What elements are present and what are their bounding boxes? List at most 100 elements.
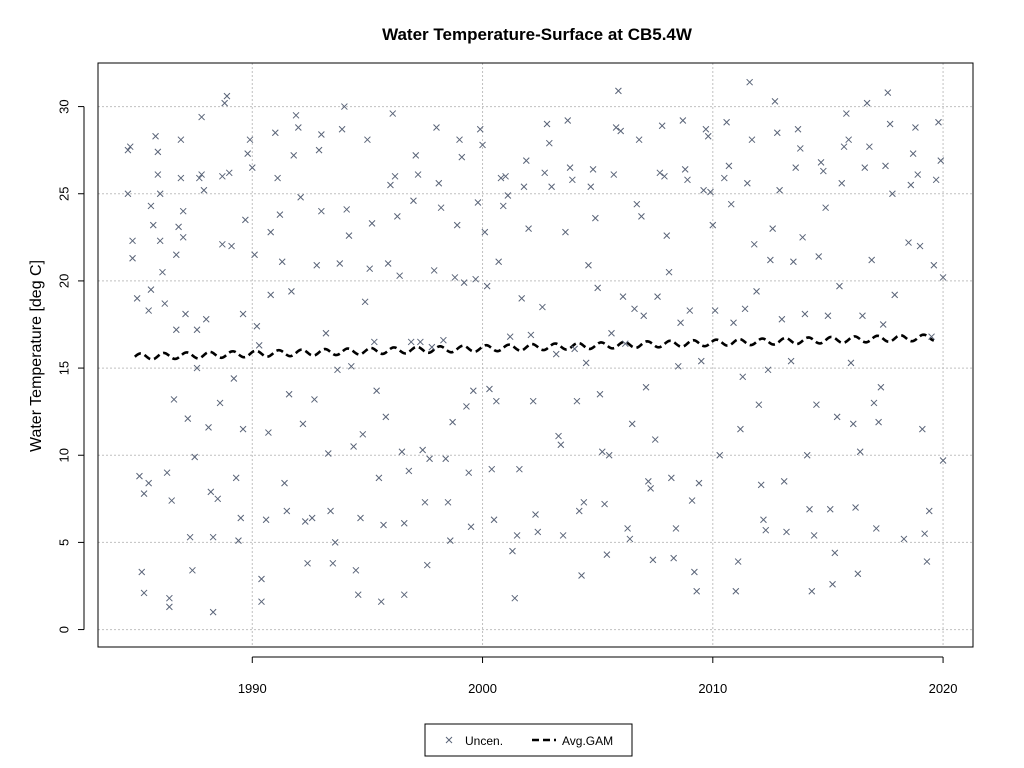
data-point <box>548 183 555 191</box>
data-point <box>407 338 415 346</box>
data-point <box>707 188 714 196</box>
x-tick-label: 2000 <box>468 681 497 696</box>
data-point <box>539 303 546 311</box>
data-point <box>159 268 166 276</box>
data-point <box>412 152 420 159</box>
data-point <box>868 256 876 264</box>
data-point <box>882 162 889 170</box>
data-point <box>557 441 565 449</box>
data-point <box>923 558 931 565</box>
data-point <box>267 228 275 236</box>
data-point <box>822 204 829 212</box>
data-point <box>375 474 383 482</box>
data-point <box>318 207 325 215</box>
data-point <box>361 298 369 306</box>
data-point <box>398 448 406 456</box>
data-point <box>161 300 169 307</box>
data-point <box>331 539 339 546</box>
data-point <box>225 169 233 177</box>
data-point <box>792 164 800 171</box>
data-point <box>315 146 323 154</box>
data-point <box>393 213 401 220</box>
data-point <box>189 566 196 574</box>
data-point <box>177 136 185 144</box>
data-point <box>621 340 629 348</box>
data-point <box>608 329 615 337</box>
data-point <box>815 253 823 260</box>
data-point <box>854 570 862 578</box>
data-point <box>472 275 479 283</box>
data-point <box>737 425 744 433</box>
data-point <box>502 172 509 180</box>
data-point <box>760 516 767 524</box>
data-point <box>136 472 143 480</box>
data-point <box>479 141 486 149</box>
data-point <box>504 192 512 199</box>
data-point <box>513 532 521 539</box>
data-point <box>154 171 162 178</box>
data-point <box>368 220 376 227</box>
data-point <box>391 172 399 180</box>
data-point <box>290 152 298 159</box>
data-point <box>829 580 836 588</box>
data-point <box>292 111 300 119</box>
data-point <box>693 587 701 595</box>
data-point <box>670 554 678 562</box>
data-point <box>124 146 132 154</box>
data-point <box>771 97 779 105</box>
data-point <box>154 148 162 156</box>
data-point <box>506 333 514 341</box>
data-point <box>836 282 843 290</box>
data-point <box>251 251 258 259</box>
data-point <box>571 345 578 353</box>
data-point <box>847 359 855 367</box>
data-point <box>743 179 751 187</box>
data-point <box>907 181 915 189</box>
legend-label-gam: Avg.GAM <box>562 734 613 748</box>
data-point <box>145 307 153 314</box>
data-point <box>679 117 687 124</box>
data-point <box>239 425 247 433</box>
data-point <box>615 87 622 95</box>
data-point <box>624 525 631 532</box>
data-point <box>658 122 666 130</box>
data-point <box>767 256 774 264</box>
legend-box <box>424 723 633 757</box>
data-point <box>285 390 293 398</box>
data-point <box>327 507 334 515</box>
data-point <box>647 485 654 492</box>
data-point <box>668 474 675 482</box>
data-point <box>239 310 247 318</box>
data-point <box>258 575 265 583</box>
data-point <box>580 498 588 506</box>
data-point <box>370 338 378 346</box>
data-point <box>499 202 507 210</box>
data-point <box>156 237 164 245</box>
data-point <box>928 333 935 341</box>
data-point <box>780 478 788 485</box>
gam-line <box>133 333 935 361</box>
data-point <box>914 171 922 178</box>
data-point <box>578 572 585 579</box>
data-point <box>490 516 498 524</box>
data-point <box>200 186 208 194</box>
data-point <box>218 172 226 180</box>
data-point <box>324 450 332 457</box>
data-point <box>840 143 848 151</box>
data-point <box>806 505 813 513</box>
data-point <box>474 199 482 206</box>
data-point <box>709 221 717 229</box>
x-tick-label: 2010 <box>698 681 727 696</box>
data-point <box>587 183 595 191</box>
data-point <box>274 174 281 182</box>
data-point <box>483 282 491 290</box>
data-point <box>939 274 947 281</box>
data-point <box>421 498 429 506</box>
data-point <box>156 190 164 198</box>
data-point <box>810 532 818 539</box>
data-point <box>147 202 155 210</box>
data-point <box>166 603 173 611</box>
data-point <box>601 500 608 508</box>
data-point <box>889 190 896 198</box>
